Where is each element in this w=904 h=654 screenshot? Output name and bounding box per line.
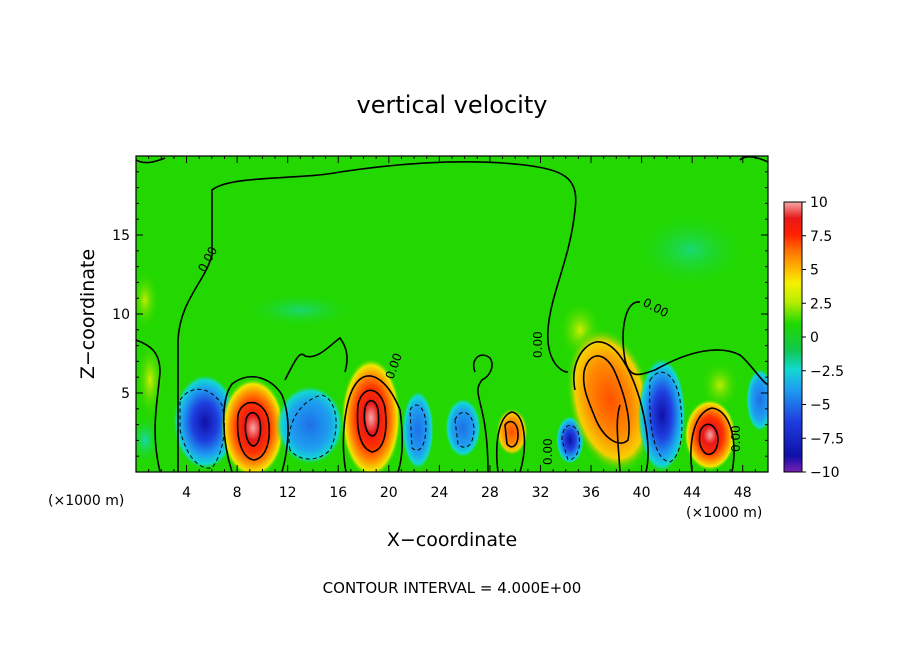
x-tick-label: 16 — [329, 485, 347, 501]
x-tick-label: 36 — [582, 485, 600, 501]
negative-contour — [179, 388, 225, 469]
y-axis-label: Z−coordinate — [77, 249, 99, 379]
field-patch — [700, 360, 740, 410]
field-patch — [630, 210, 750, 290]
x-unit-right: (×1000 m) — [686, 505, 762, 521]
zero-contour — [136, 339, 161, 472]
positive-contour — [698, 423, 719, 456]
colorbar-tick-label: −10 — [810, 465, 840, 481]
x-tick-label: 24 — [430, 485, 448, 501]
colorbar — [783, 201, 803, 473]
x-tick-label: 48 — [734, 485, 752, 501]
zero-contour — [136, 156, 768, 164]
updraft-cell — [221, 378, 285, 472]
field-patch — [240, 292, 360, 328]
x-axis: 4 8 12 16 20 24 28 32 36 40 44 48 — [148, 156, 756, 501]
positive-contour — [244, 411, 262, 447]
downdraft-cell — [276, 385, 344, 465]
positive-contour — [236, 401, 270, 461]
negative-contour — [454, 412, 475, 448]
zero-contour — [690, 407, 735, 472]
negative-contour — [409, 404, 427, 451]
colorbar-tick-label: 5 — [810, 263, 819, 279]
colorbar-tick-label: 10 — [810, 195, 828, 211]
downdraft-cell — [173, 374, 237, 470]
x-axis-label: X−coordinate — [387, 529, 517, 551]
field-patch — [136, 270, 159, 330]
zero-contour — [284, 336, 348, 381]
x-unit-left: (×1000 m) — [48, 493, 124, 509]
downdraft-cell — [638, 357, 686, 472]
zero-contour — [616, 404, 621, 472]
positive-contour — [582, 355, 630, 444]
x-tick-label: 12 — [279, 485, 297, 501]
y-tick-label: 15 — [112, 228, 130, 244]
y-tick-label: 10 — [112, 307, 130, 323]
zero-contour — [177, 161, 577, 472]
contour-label: 0.00 — [531, 331, 545, 358]
positive-contour — [363, 399, 380, 437]
x-tick-label: 32 — [532, 485, 550, 501]
chart-title: vertical velocity — [357, 91, 548, 119]
zero-contour — [342, 375, 403, 472]
downdraft-cell — [445, 398, 481, 458]
contour-interval-note: CONTOUR INTERVAL = 4.000E+00 — [323, 579, 582, 597]
positive-contour — [356, 389, 387, 453]
zero-contour — [495, 411, 526, 472]
x-tick-label: 28 — [481, 485, 499, 501]
colorbar-tick-label: −2.5 — [810, 364, 844, 380]
updraft-cell — [684, 399, 736, 471]
colorbar-tick-label: −7.5 — [810, 431, 844, 447]
zero-contour — [472, 354, 493, 472]
x-tick-label: 20 — [380, 485, 398, 501]
downdraft-cell — [402, 390, 434, 470]
field-patch — [136, 414, 161, 466]
negative-contour — [649, 371, 683, 463]
zero-contour — [622, 301, 768, 386]
y-tick-label: 5 — [121, 386, 130, 402]
negative-contour — [288, 394, 337, 460]
positive-contour — [504, 420, 519, 448]
negative-contour — [561, 424, 581, 461]
x-tick-label: 4 — [182, 485, 191, 501]
updraft-cell — [566, 327, 654, 472]
y-axis: 5 10 15 — [112, 171, 768, 457]
contour-label: 0.00 — [541, 438, 555, 465]
plot-area: 0.00 0.00 0.00 0.00 0.00 0.00 — [136, 156, 768, 472]
x-tick-label: 40 — [633, 485, 651, 501]
colorbar-ticks: 10 7.5 5 2.5 0 −2.5 −5 −7.5 −10 — [802, 195, 844, 481]
colorbar-tick-label: 7.5 — [810, 229, 832, 245]
colorbar-tick-label: 2.5 — [810, 296, 832, 312]
colorbar-tick-label: −5 — [810, 398, 831, 414]
colorbar-tick-label: 0 — [810, 330, 819, 346]
zero-contour — [573, 341, 649, 472]
x-tick-label: 8 — [233, 485, 242, 501]
contour-label: 0.00 — [729, 425, 743, 452]
downdraft-cell — [746, 368, 768, 432]
x-tick-label: 44 — [683, 485, 701, 501]
